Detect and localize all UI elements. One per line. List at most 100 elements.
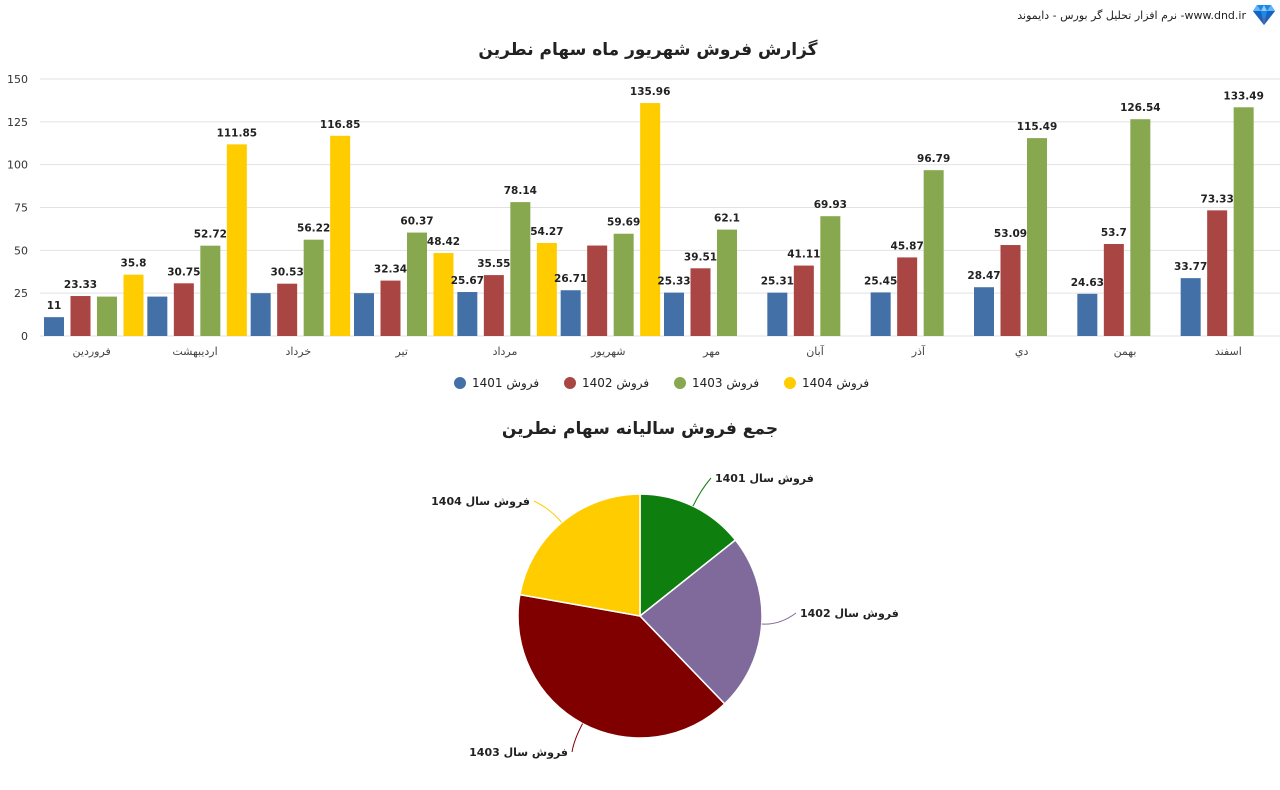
data-label: 28.47 <box>967 270 1000 282</box>
bar <box>560 290 581 336</box>
data-label: 25.33 <box>657 276 690 288</box>
data-label: 30.53 <box>271 267 304 279</box>
bar <box>664 292 684 336</box>
pie-leader-line <box>761 612 797 625</box>
bar <box>277 283 298 336</box>
x-tick-label: اردیبهشت <box>172 345 217 358</box>
legend-marker <box>674 377 686 389</box>
bar <box>923 170 944 336</box>
bar <box>1233 107 1254 336</box>
pie-slice <box>519 493 641 617</box>
data-label: 35.55 <box>477 258 510 270</box>
bar <box>330 135 351 336</box>
pie-leader-line <box>533 500 563 523</box>
data-label: 53.09 <box>994 228 1027 240</box>
data-label: 53.7 <box>1101 227 1127 239</box>
pie-slice-label: فروش سال 1401 <box>715 472 814 485</box>
data-label: 25.67 <box>451 275 484 287</box>
bar <box>974 287 994 336</box>
data-label: 62.1 <box>714 213 740 225</box>
data-label: 52.72 <box>194 229 227 241</box>
diamond-icon <box>1253 5 1275 25</box>
bar <box>510 202 531 336</box>
bar <box>250 293 271 336</box>
x-tick-label: خرداد <box>285 345 311 358</box>
bar <box>870 292 891 336</box>
data-label: 32.34 <box>374 264 407 276</box>
bar <box>820 216 841 336</box>
bar <box>1180 278 1201 336</box>
pie-chart-slices <box>517 493 763 739</box>
y-tick-label: 125 <box>7 116 28 129</box>
data-label: 116.85 <box>320 119 361 131</box>
bar <box>354 293 374 336</box>
bar-chart-bars <box>44 103 1254 337</box>
legend-label: فروش 1403 <box>692 376 759 391</box>
data-label: 24.63 <box>1071 277 1104 289</box>
bar <box>536 243 557 336</box>
x-tick-label: آبان <box>806 344 824 358</box>
bar <box>613 233 634 336</box>
data-label: 60.37 <box>400 216 433 228</box>
pie-slice-label: فروش سال 1402 <box>800 607 899 620</box>
legend-label: فروش 1402 <box>582 376 649 391</box>
pie-chart-title: جمع فروش سالیانه سهام نطرین <box>502 419 778 439</box>
data-label: 23.33 <box>64 279 97 291</box>
x-tick-label: دي <box>1015 345 1029 358</box>
data-label: 11 <box>47 300 62 312</box>
bar-chart-title: گزارش فروش شهریور ماه سهام نطرین <box>478 39 817 60</box>
data-label: 135.96 <box>630 86 671 98</box>
pie-slice-label: فروش سال 1404 <box>431 495 530 508</box>
x-tick-label: تیر <box>394 345 407 358</box>
data-label: 59.69 <box>607 217 640 229</box>
data-label: 45.87 <box>891 240 924 252</box>
bar <box>44 317 64 336</box>
y-tick-label: 100 <box>7 159 28 172</box>
x-tick-label: شهریور <box>590 345 625 358</box>
bar <box>793 265 814 336</box>
data-label: 111.85 <box>217 127 258 139</box>
bar <box>1000 245 1021 336</box>
bar <box>407 232 427 336</box>
x-tick-label: مهر <box>702 345 720 358</box>
bar <box>200 245 221 336</box>
x-tick-label: اسفند <box>1215 345 1242 358</box>
data-label: 126.54 <box>1120 102 1161 114</box>
data-label: 73.33 <box>1201 193 1234 205</box>
y-tick-label: 50 <box>14 244 28 257</box>
y-tick-label: 75 <box>14 202 28 215</box>
x-tick-label: آذر <box>911 344 926 358</box>
x-tick-label: فروردین <box>73 345 111 358</box>
bar <box>457 292 478 336</box>
pie-leader-line <box>571 723 584 753</box>
x-tick-label: مرداد <box>493 345 518 358</box>
bar <box>173 283 194 336</box>
legend-label: فروش 1401 <box>472 376 539 391</box>
bar <box>226 144 247 336</box>
data-label: 78.14 <box>504 185 537 197</box>
y-tick-label: 0 <box>21 330 28 343</box>
bar <box>897 257 918 336</box>
bar <box>303 239 324 336</box>
bar-chart-legend: فروش 1401 فروش 1402 فروش 1403 فروش 1404 <box>454 376 869 391</box>
data-label: 26.71 <box>554 273 587 285</box>
bar <box>587 245 608 336</box>
data-label: 35.8 <box>121 258 147 270</box>
data-label: 48.42 <box>427 236 460 248</box>
legend-marker <box>454 377 466 389</box>
bar <box>123 274 144 336</box>
brand-text: نرم افزار تحلیل گر بورس - دایموند -www.d… <box>1017 9 1246 22</box>
header-bar: نرم افزار تحلیل گر بورس - دایموند -www.d… <box>0 0 1280 32</box>
data-label: 56.22 <box>297 223 330 235</box>
data-label: 96.79 <box>917 153 950 165</box>
bar <box>147 296 168 336</box>
legend-marker <box>564 377 576 389</box>
data-label: 25.45 <box>864 275 897 287</box>
bar-chart-x-axis: فروردین اردیبهشت خرداد تیر مرداد شهریور مهر آبا… <box>73 344 1242 358</box>
bar <box>1103 243 1124 336</box>
pie-chart-labels: فروش سال 1401 فروش سال 1402 فروش سال 1403 ف… <box>431 472 899 759</box>
legend-label: فروش 1404 <box>802 376 869 391</box>
pie-leader-line <box>692 477 712 507</box>
